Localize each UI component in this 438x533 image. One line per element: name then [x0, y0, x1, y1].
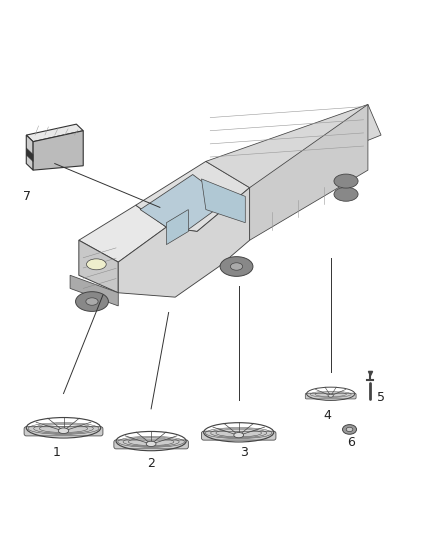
Polygon shape — [26, 135, 33, 170]
Polygon shape — [33, 131, 83, 170]
Ellipse shape — [334, 174, 358, 188]
Ellipse shape — [86, 259, 106, 270]
Ellipse shape — [146, 441, 156, 447]
FancyBboxPatch shape — [305, 393, 356, 399]
FancyBboxPatch shape — [24, 427, 103, 436]
Text: 6: 6 — [347, 436, 355, 449]
Polygon shape — [140, 174, 228, 236]
Ellipse shape — [75, 292, 108, 311]
Text: 5: 5 — [377, 391, 385, 405]
Polygon shape — [26, 124, 83, 142]
Ellipse shape — [220, 257, 253, 276]
Ellipse shape — [346, 427, 353, 432]
Ellipse shape — [328, 394, 333, 397]
Ellipse shape — [334, 187, 358, 201]
Polygon shape — [250, 104, 368, 240]
Polygon shape — [26, 148, 33, 161]
Polygon shape — [79, 240, 118, 293]
Text: 1: 1 — [53, 446, 61, 459]
Ellipse shape — [58, 428, 69, 433]
Ellipse shape — [230, 263, 243, 270]
Text: 2: 2 — [147, 457, 155, 470]
Polygon shape — [201, 179, 245, 223]
FancyBboxPatch shape — [114, 440, 188, 449]
Ellipse shape — [86, 298, 98, 305]
FancyBboxPatch shape — [201, 431, 276, 440]
Polygon shape — [136, 161, 250, 231]
Text: 7: 7 — [23, 190, 31, 203]
Polygon shape — [79, 205, 166, 262]
Polygon shape — [118, 188, 250, 297]
Text: 4: 4 — [324, 409, 332, 422]
Ellipse shape — [234, 432, 244, 438]
Polygon shape — [166, 209, 188, 245]
Polygon shape — [206, 104, 381, 188]
Ellipse shape — [343, 425, 357, 434]
Polygon shape — [70, 275, 118, 306]
Text: 3: 3 — [240, 446, 248, 459]
